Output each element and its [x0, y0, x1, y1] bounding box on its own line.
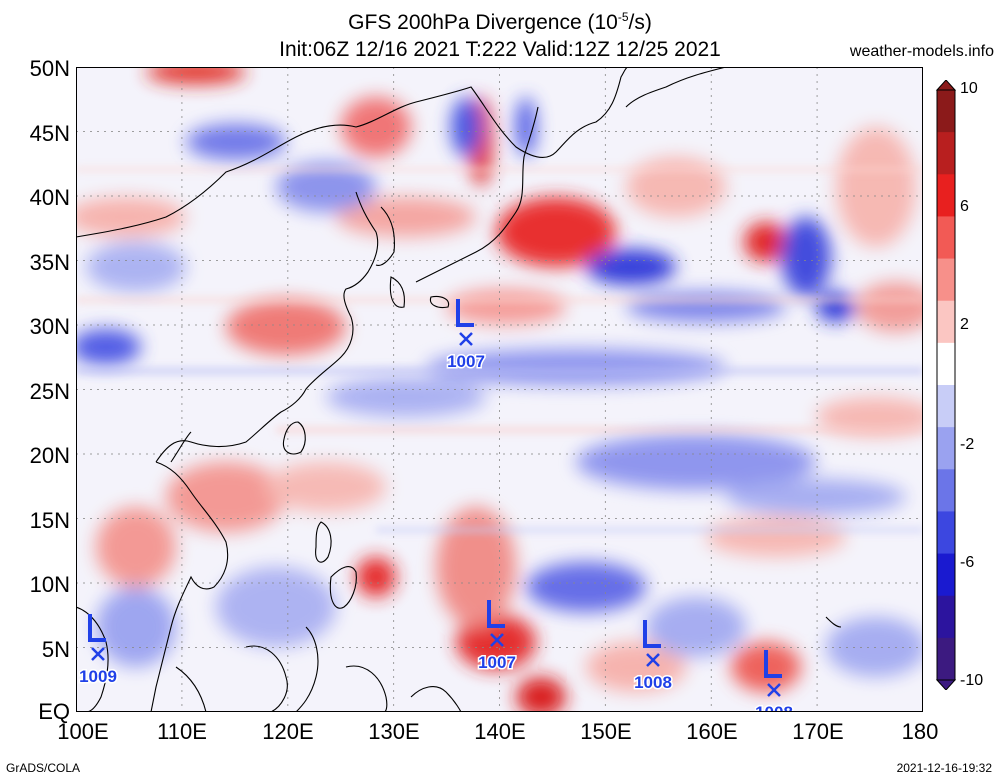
low-marker-L [456, 299, 474, 327]
y-tick-label: EQ [38, 699, 70, 724]
map-subtitle: Init:06Z 12/16 2021 T:222 Valid:12Z 12/2… [279, 38, 721, 61]
colorbar-label: -6 [960, 554, 975, 571]
colorbar-swatch [937, 385, 955, 428]
y-tick-label: 35N [29, 250, 70, 275]
x-tick-label: 160E [686, 719, 738, 744]
divergence-map: 1007 1009 1007 1008 1008 [76, 67, 923, 712]
colorbar-label: 6 [960, 198, 969, 215]
colorbar-swatch [937, 90, 955, 133]
site-credit: weather-models.info [849, 43, 994, 60]
low-center-x [646, 653, 660, 667]
colorbar-swatch [937, 258, 955, 302]
footer-timestamp: 2021-12-16-19:32 [896, 761, 992, 775]
low-center-x [767, 683, 781, 697]
y-tick-label: 25N [29, 379, 70, 404]
x-tick-label: 130E [368, 719, 420, 744]
low-marker-L [487, 600, 505, 628]
low-pressure-value: 1008 [755, 703, 793, 712]
colorbar-label: 10 [960, 80, 978, 97]
footer-credit: GrADS/COLA [6, 761, 81, 775]
colorbar-swatch [937, 511, 955, 555]
x-tick-label: 110E [157, 719, 207, 744]
pressure-low: 1009 [78, 614, 118, 688]
pressure-low: 1008 [633, 620, 673, 694]
coastlines [76, 67, 842, 712]
colorbar-swatch [937, 637, 955, 681]
low-pressure-value: 1007 [447, 352, 485, 371]
colorbar-swatch [937, 132, 955, 175]
pressure-low: 1007 [477, 600, 517, 674]
pressure-low: 1007 [446, 299, 486, 373]
y-tick-label: 10N [29, 572, 70, 597]
colorbar-swatch [937, 553, 955, 597]
low-marker-L [88, 614, 106, 642]
y-tick-label: 40N [29, 185, 70, 210]
colorbar-label: -10 [960, 672, 984, 689]
x-tick-label: 100E [57, 719, 109, 744]
colorbar-swatch [937, 216, 955, 260]
colorbar-label: 2 [960, 316, 969, 333]
low-pressure-value: 1008 [634, 673, 672, 692]
low-center-x [490, 633, 504, 647]
colorbar-border [936, 89, 956, 681]
low-pressure-value: 1009 [79, 667, 117, 686]
y-tick-label: 20N [29, 443, 70, 468]
colorbar-bottom-arrow [935, 679, 957, 690]
colorbar-swatch [937, 469, 955, 512]
y-tick-label: 5N [41, 637, 70, 662]
y-tick-label: 30N [29, 314, 70, 339]
low-marker-L [643, 620, 661, 648]
colorbar-swatch [937, 342, 955, 386]
divergence-field [76, 67, 923, 712]
colorbar [935, 80, 957, 690]
colorbar-swatch [937, 595, 955, 639]
graticule [76, 67, 923, 712]
y-tick-label: 50N [29, 56, 70, 81]
colorbar-top-arrow [935, 80, 957, 91]
x-tick-label: 180 [901, 719, 939, 744]
colorbar-swatch [937, 300, 955, 344]
x-tick-label: 140E [474, 719, 526, 744]
colorbar-swatch [937, 427, 955, 470]
low-marker-L [764, 650, 782, 678]
colorbar-swatch [937, 174, 955, 217]
pressure-lows: 1007 1009 1007 1008 1008 [78, 299, 794, 712]
colorbar-label: -2 [960, 436, 975, 453]
y-tick-label: 15N [29, 508, 70, 533]
low-pressure-value: 1007 [478, 653, 516, 672]
low-center-x [459, 332, 473, 346]
x-tick-label: 120E [262, 719, 314, 744]
x-tick-label: 170E [792, 719, 844, 744]
y-tick-label: 45N [29, 121, 70, 146]
pressure-low: 1008 [754, 650, 794, 712]
map-title: GFS 200hPa Divergence (10-5/s) [348, 10, 652, 34]
x-tick-label: 150E [580, 719, 632, 744]
low-center-x [91, 647, 105, 661]
